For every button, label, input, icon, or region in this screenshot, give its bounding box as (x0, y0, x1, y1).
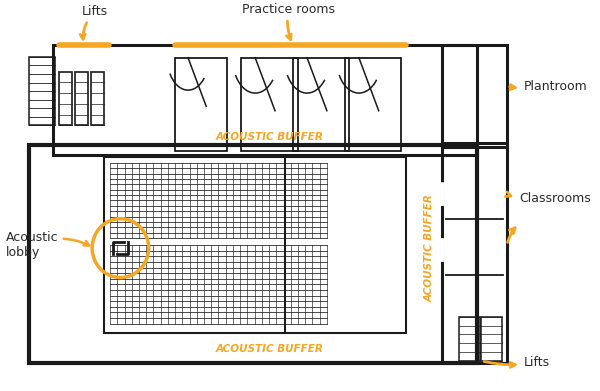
Text: Lifts: Lifts (80, 5, 108, 39)
Bar (481, 317, 502, 361)
Bar (293, 58, 349, 151)
Bar (459, 317, 479, 361)
Bar (345, 58, 401, 151)
Bar (241, 58, 298, 151)
Text: ACOUSTIC BUFFER: ACOUSTIC BUFFER (215, 132, 323, 142)
Bar (29, 145, 477, 363)
Text: ACOUSTIC BUFFER: ACOUSTIC BUFFER (425, 194, 434, 302)
Bar (442, 45, 507, 147)
Bar (104, 157, 406, 334)
Text: Acoustic
lobby: Acoustic lobby (5, 231, 89, 259)
Text: ACOUSTIC BUFFER: ACOUSTIC BUFFER (215, 344, 323, 354)
Bar (75, 72, 88, 126)
Text: Plantroom: Plantroom (509, 80, 587, 93)
Text: Classrooms: Classrooms (505, 192, 591, 204)
Bar (91, 72, 104, 126)
Bar (29, 57, 55, 126)
Bar (59, 72, 73, 126)
Text: Lifts: Lifts (484, 356, 550, 369)
Text: Practice rooms: Practice rooms (242, 3, 335, 39)
Bar (53, 45, 477, 155)
Bar (175, 58, 227, 151)
Bar (442, 143, 507, 363)
